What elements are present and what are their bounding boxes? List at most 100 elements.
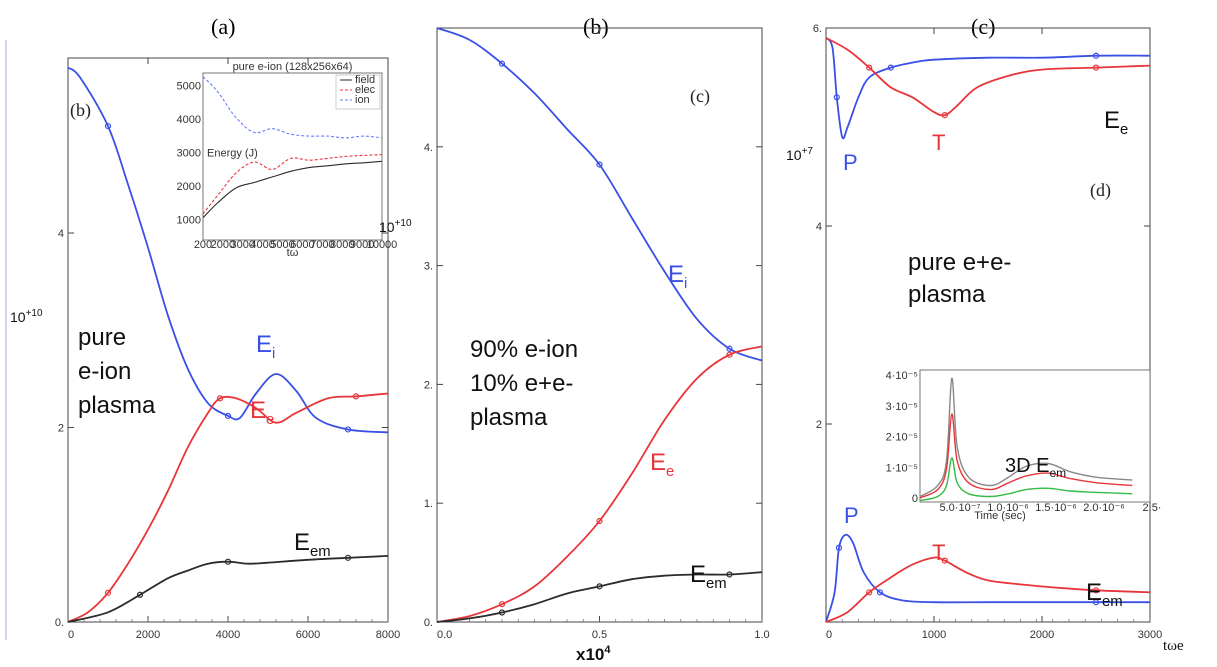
series-marker: [596, 517, 603, 525]
inset-legend-label: field: [355, 74, 375, 86]
inset-x-tick: 7000: [310, 239, 334, 251]
series-line-Ee-T: [825, 37, 1151, 117]
x-axis-label: x104: [576, 644, 611, 664]
inset-legend-label: elec: [355, 84, 376, 96]
series-line-Ei: [67, 66, 389, 434]
inset-x-tick: 1.5·10⁻⁶: [1035, 502, 1077, 514]
annotation-line: 10% e+e-: [470, 370, 573, 397]
series-marker: [726, 571, 733, 578]
series-line-Eem-P: [825, 533, 1150, 623]
series-marker: [1092, 599, 1100, 606]
inset-x-tick: 9000: [350, 239, 374, 251]
x-tick-label: 1.0: [754, 629, 769, 641]
inset-x-tick: 5000: [270, 239, 294, 251]
series-marker: [941, 112, 948, 119]
y-tick-label: 0.: [424, 617, 433, 629]
series-marker: [1092, 587, 1100, 594]
inset-x-tick: 2.5·: [1143, 502, 1162, 514]
label-P-bottom: P: [844, 503, 859, 528]
x-tick-label: 0: [826, 629, 832, 641]
series-line-Ee-P: [825, 37, 1151, 140]
y-tick-label: 6.: [813, 23, 822, 35]
inset-frame: [919, 369, 1151, 503]
series-marker: [224, 558, 232, 565]
inset-y-tick: 4·10⁻⁵: [886, 370, 918, 382]
label-Ei: Ei: [668, 261, 687, 292]
annotation-line: pure: [78, 324, 126, 351]
inset-x-tick: 200: [194, 239, 212, 251]
series-marker: [498, 60, 506, 67]
series-marker: [596, 583, 603, 590]
series-line-Eem: [67, 555, 389, 623]
series-line-Ei: [436, 27, 763, 362]
annotation-line: plasma: [78, 392, 156, 419]
y-tick-label: 2: [816, 419, 822, 431]
y-axis-label: 10+7: [786, 146, 813, 163]
series-marker: [726, 345, 733, 352]
inset-x-tick: 8000: [330, 239, 354, 251]
series-marker: [876, 589, 884, 596]
annotation-line: pure e+e-: [908, 249, 1011, 276]
label-P-top: P: [843, 150, 858, 175]
panel-tag: (c): [690, 86, 710, 107]
series-line-Ee: [67, 392, 389, 623]
y-tick-label: 3.: [424, 261, 433, 273]
x-tick-label: 3000: [1138, 629, 1162, 641]
series-line-Ee: [436, 345, 763, 623]
inset-title: 3D Eem: [1005, 455, 1066, 480]
series-marker: [596, 161, 603, 168]
inset-y-label: Energy (J): [207, 148, 258, 160]
inset-legend: [335, 74, 381, 110]
inset-x-label: Time (sec): [974, 510, 1026, 522]
inset-y-tick: 0: [912, 493, 918, 505]
inset-y-tick: 2·10⁻⁵: [886, 432, 918, 444]
series-marker: [224, 412, 232, 419]
inset-y-tick: 5000: [177, 81, 201, 93]
y-tick-label: 4.: [424, 142, 433, 154]
inset-x-tick: 6000: [290, 239, 314, 251]
series-marker: [104, 122, 112, 130]
y-axis-label: 10+10: [379, 218, 412, 235]
label-Ee: Ee: [250, 397, 274, 428]
label-Ee: Ee: [1104, 107, 1128, 138]
x-tick-label: 4000: [216, 629, 240, 641]
series-marker: [136, 591, 144, 598]
inset-y-tick: 1000: [177, 214, 201, 226]
inset-y-tick: 3·10⁻⁵: [886, 401, 918, 413]
panel-tag: (b): [70, 100, 91, 121]
series-marker: [887, 64, 894, 71]
inset-x-label: tω: [287, 247, 299, 259]
series-marker: [833, 94, 840, 101]
label-Ei: Ei: [256, 331, 275, 362]
series-marker: [1092, 64, 1100, 71]
y-tick-label: 2.: [424, 379, 433, 391]
inset-y-tick: 2000: [177, 181, 201, 193]
label-Eem: Eem: [294, 529, 331, 560]
series-marker: [835, 544, 843, 551]
label-T-bottom: T: [932, 540, 945, 565]
x-tick-label: 8000: [376, 629, 400, 641]
x-tick-label: 0: [68, 629, 74, 641]
x-tick-label: 0.0: [437, 629, 452, 641]
series-marker: [104, 589, 112, 596]
series-marker: [941, 557, 948, 564]
inset-x-tick: 5.0·10⁻⁷: [940, 502, 981, 514]
annotation-line: 90% e-ion: [470, 336, 578, 363]
inset-line-grey: [919, 377, 1133, 498]
inset-line-green: [919, 457, 1133, 502]
y-tick-label: 4: [816, 221, 822, 233]
series-marker: [726, 351, 733, 358]
label-T-top: T: [932, 130, 945, 155]
y-tick-label: 0.: [55, 617, 64, 629]
series-marker: [344, 554, 352, 561]
label-Eem: Eem: [1086, 579, 1123, 610]
series-marker: [866, 64, 873, 71]
plot-frame: [436, 27, 763, 623]
panel-tag: (d): [1090, 180, 1111, 201]
series-marker: [498, 609, 506, 616]
series-marker: [498, 601, 506, 608]
y-tick-label: 4: [58, 228, 64, 240]
series-marker: [1092, 52, 1100, 59]
series-marker: [866, 589, 873, 596]
series-marker: [344, 426, 352, 433]
